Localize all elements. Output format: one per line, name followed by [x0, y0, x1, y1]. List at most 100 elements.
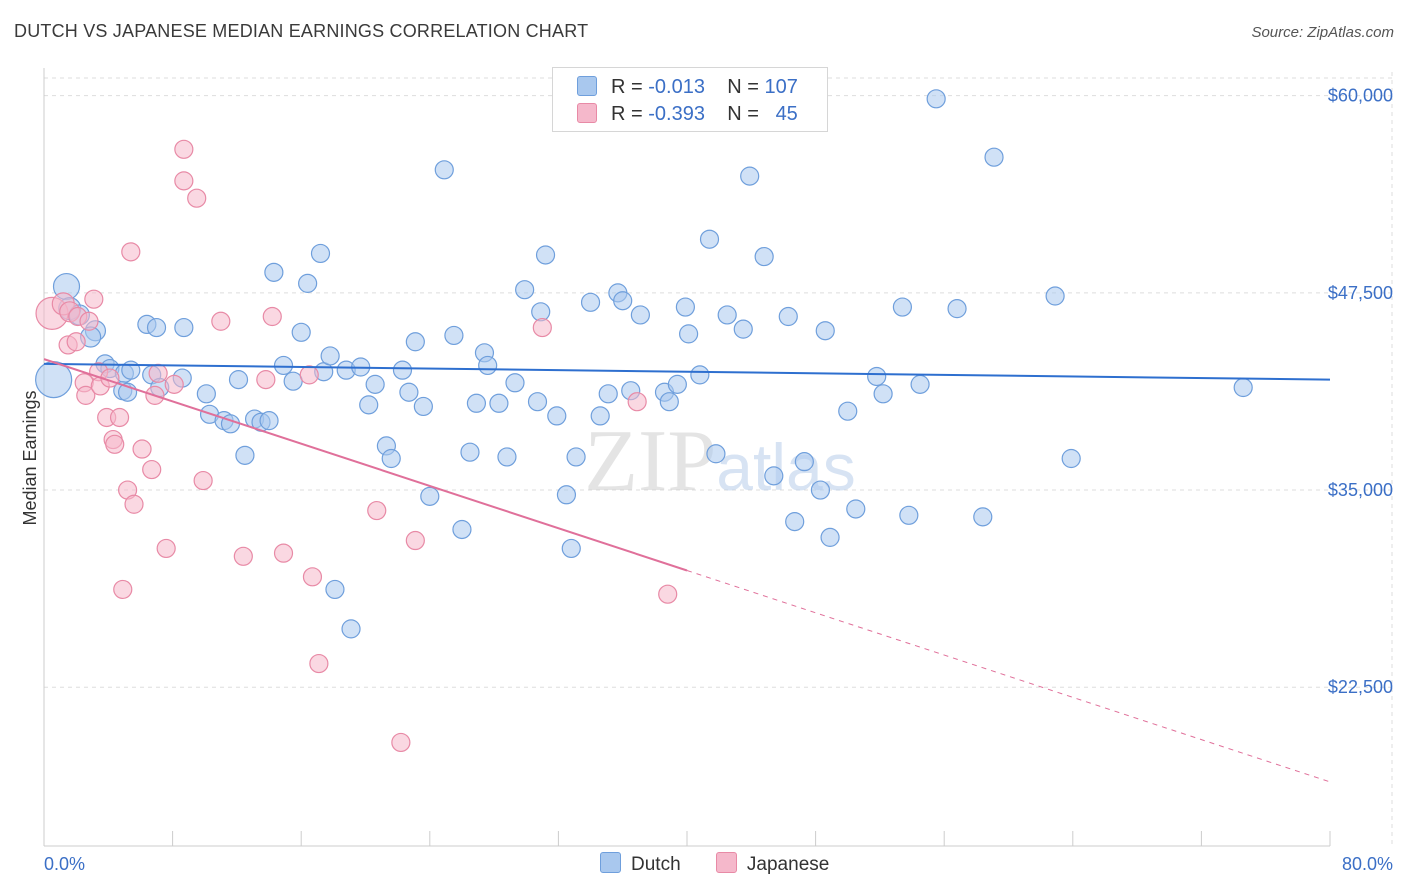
x-tick-label: 0.0%	[44, 854, 85, 874]
dutch-trend-line	[43, 362, 1331, 381]
dutch-point	[667, 374, 687, 394]
dutch-point	[794, 452, 814, 472]
dutch-point	[973, 507, 993, 527]
dutch-point	[566, 447, 586, 467]
dutch-point	[675, 297, 695, 317]
japanese-point	[262, 306, 282, 327]
dutch-point	[613, 291, 633, 311]
dutch-point	[846, 499, 866, 519]
dutch-point	[659, 392, 679, 412]
dutch-point	[630, 305, 650, 325]
dutch-point	[320, 346, 340, 366]
dutch-points	[35, 89, 1253, 639]
dutch-point	[283, 371, 303, 391]
dutch-point	[325, 579, 345, 600]
legend-r-label: R =	[611, 103, 643, 125]
dutch-point	[706, 444, 726, 464]
japanese-points	[35, 139, 678, 753]
japanese-point	[76, 385, 96, 405]
dutch-point	[867, 366, 887, 387]
dutch-point	[259, 411, 279, 431]
dutch-point	[740, 166, 760, 186]
dutch-point	[174, 317, 194, 338]
dutch-point	[926, 89, 946, 109]
dutch-point	[984, 147, 1004, 167]
dutch-point	[754, 246, 774, 267]
dutch-point	[947, 299, 967, 319]
dutch-point	[341, 619, 361, 639]
dutch-point	[497, 447, 517, 467]
legend-item-japanese: Japanese	[715, 852, 829, 876]
dutch-point	[778, 306, 798, 327]
japanese-point	[391, 732, 411, 753]
japanese-swatch	[577, 103, 597, 123]
legend-n-label: N =	[727, 103, 759, 125]
japanese-point	[405, 530, 425, 551]
gridlines	[44, 72, 1393, 845]
y-tick-label: $60,000	[1328, 86, 1393, 106]
trend-lines	[43, 358, 1331, 783]
japanese-point	[658, 584, 678, 604]
dutch-point	[815, 321, 835, 341]
japanese-point	[84, 289, 104, 309]
dutch-point	[699, 229, 720, 249]
legend-n-value: 107	[764, 76, 798, 98]
japanese-point	[211, 311, 231, 331]
japanese-point	[532, 317, 552, 338]
japanese-point	[109, 407, 130, 428]
dutch-point	[359, 395, 379, 415]
x-tick-label: 80.0%	[1342, 854, 1393, 874]
dutch-point	[1233, 377, 1253, 398]
y-tick-labels: $22,500 $35,000 $47,500 $60,000	[1328, 86, 1393, 698]
dutch-point	[838, 401, 858, 421]
dutch-point	[547, 406, 567, 426]
japanese-trend-line	[43, 358, 688, 572]
dutch-point	[444, 325, 464, 346]
dutch-point	[228, 370, 249, 390]
japanese-point	[174, 139, 194, 159]
dutch-point	[478, 355, 498, 376]
dutch-point	[489, 393, 509, 413]
japanese-point	[299, 365, 319, 385]
dutch-point	[527, 392, 548, 412]
japanese-point	[66, 332, 86, 352]
dutch-point	[892, 297, 913, 317]
legend-r-label: R =	[611, 76, 643, 98]
chart-title: DUTCH VS JAPANESE MEDIAN EARNINGS CORREL…	[14, 21, 589, 41]
dutch-point	[785, 512, 805, 532]
japanese-point	[187, 188, 207, 208]
japanese-point	[79, 311, 99, 331]
y-tick-label: $35,000	[1328, 480, 1393, 500]
legend-n-value: 45	[775, 103, 798, 125]
dutch-point	[556, 485, 577, 505]
dutch-point	[405, 332, 425, 352]
dutch-point	[598, 384, 618, 404]
japanese-point	[273, 543, 294, 563]
dutch-point	[365, 374, 385, 394]
dutch-point	[146, 317, 167, 338]
japanese-point	[367, 500, 387, 521]
legend-r-value: -0.393	[648, 103, 705, 125]
dutch-point	[690, 365, 710, 385]
japanese-point	[113, 579, 133, 600]
dutch-point	[399, 382, 419, 402]
y-axis-label: Median Earnings	[20, 390, 40, 525]
dutch-point	[392, 360, 413, 380]
legend-label-dutch: Dutch	[631, 854, 681, 875]
dutch-point	[505, 373, 525, 393]
dutch-point	[810, 480, 831, 500]
japanese-trend-extension	[686, 570, 1331, 783]
japanese-point	[233, 546, 253, 566]
japanese-point	[193, 470, 213, 491]
dutch-point	[273, 355, 294, 376]
dutch-swatch	[577, 76, 597, 96]
dutch-point	[298, 273, 318, 293]
japanese-point	[256, 370, 276, 390]
japanese-point	[121, 242, 141, 262]
dutch-point	[264, 262, 284, 282]
dutch-point	[420, 486, 440, 506]
chart-source: Source: ZipAtlas.com	[1251, 24, 1394, 41]
y-tick-label: $22,500	[1328, 677, 1393, 697]
correlation-legend: R = -0.013 N = 107 R = -0.393 N = 45	[552, 67, 828, 132]
